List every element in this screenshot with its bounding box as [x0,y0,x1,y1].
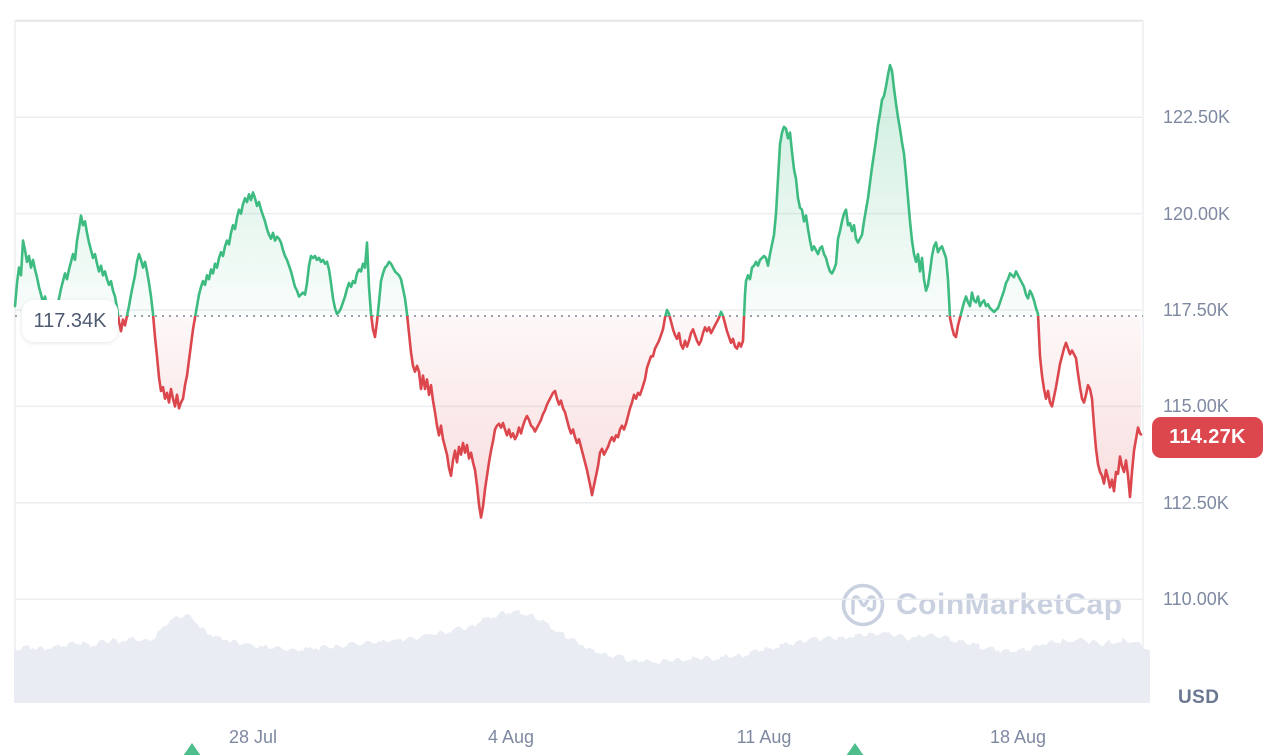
price-line-green [13,63,1040,316]
y-axis-tick-label: 117.50K [1163,300,1229,320]
current-price-label: 114.27K [1169,426,1246,448]
baseline-price-label: 117.34K [33,309,107,332]
y-axis-tick-label: 122.50K [1163,107,1231,128]
x-axis-tick-label: 11 Aug [736,727,792,747]
price-area-below-baseline [15,316,1141,518]
x-axis-tick-label: 28 Jul [228,727,278,747]
navigator-peak[interactable] [183,743,201,755]
navigator-peak[interactable] [846,743,864,755]
baseline-price-pill: 117.34K [22,300,118,342]
y-axis-tick-label: 115.00K [1163,396,1229,417]
currency-unit-label: USD [1178,687,1220,708]
y-axis-tick-label: 120.00K [1163,203,1231,224]
y-axis-tick-label: 110.00K [1163,589,1229,610]
price-area-above-baseline [15,65,1141,316]
price-line-red [47,316,1143,519]
x-axis-tick-label: 4 Aug [487,727,535,747]
y-axis-tick-label: 112.50K [1163,492,1229,513]
current-price-badge: 114.27K [1152,417,1263,458]
x-axis-tick-label: 18 Aug [989,727,1047,747]
volume-area [14,609,1150,703]
